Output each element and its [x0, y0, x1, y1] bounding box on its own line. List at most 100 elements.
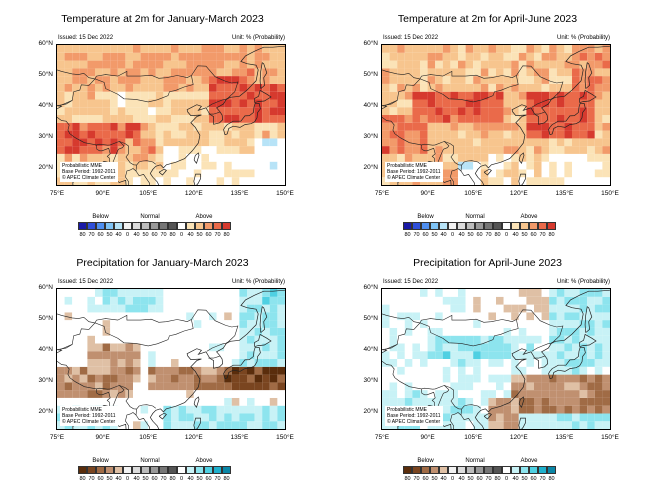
forecast-cell [64, 52, 73, 61]
legend-swatch [96, 466, 105, 474]
forecast-cell [254, 320, 263, 328]
forecast-cell [572, 320, 580, 328]
forecast-cell [87, 351, 95, 359]
forecast-cell [503, 296, 512, 305]
forecast-cell [518, 304, 527, 313]
forecast-cell [125, 76, 133, 84]
forecast-cell [201, 421, 209, 429]
forecast-cell [231, 138, 240, 147]
forecast-cell [602, 312, 610, 321]
forecast-cell [556, 52, 565, 61]
forecast-cell [201, 382, 209, 391]
forecast-cell [526, 296, 534, 305]
forecast-cell [496, 413, 504, 422]
forecast-cell [125, 83, 133, 92]
forecast-cell [224, 359, 232, 367]
forecast-cell [125, 413, 133, 422]
forecast-cell [239, 312, 247, 321]
forecast-cell [224, 374, 232, 383]
forecast-cell [511, 153, 519, 162]
forecast-cell [133, 382, 141, 391]
legend-swatch [421, 222, 430, 230]
forecast-cell [602, 130, 610, 139]
panel-temp-jfm: Temperature at 2m for January-March 2023… [0, 0, 325, 244]
forecast-cell [262, 68, 270, 77]
forecast-cell [224, 382, 232, 391]
legend-colorbar: Below 80 70 60 50 40 Normal 0 40 50 60 70 80 Above 0 40… [0, 458, 325, 488]
forecast-cell [57, 296, 65, 305]
legend-swatch [538, 466, 547, 474]
coastline [579, 333, 597, 347]
forecast-cell [110, 60, 118, 69]
forecast-cell [549, 421, 557, 429]
forecast-cell [117, 366, 126, 375]
legend-swatch [466, 222, 475, 230]
forecast-cell [125, 138, 133, 147]
forecast-cell [534, 390, 542, 398]
forecast-cell [496, 169, 504, 178]
unit-label: Unit: % (Probability) [556, 279, 610, 285]
forecast-cell [254, 374, 263, 383]
border-line [96, 144, 111, 166]
forecast-cell [72, 122, 80, 131]
forecast-cell [117, 107, 126, 115]
forecast-cell [541, 45, 550, 53]
forecast-cell [163, 343, 171, 352]
forecast-cell [556, 327, 565, 336]
forecast-cell [155, 76, 164, 84]
forecast-cell [465, 304, 474, 313]
forecast-cell [404, 374, 413, 383]
forecast-cell [587, 138, 595, 147]
forecast-cell [427, 146, 436, 154]
forecast-cell [549, 99, 557, 108]
forecast-cell [209, 296, 217, 305]
forecast-cell [382, 91, 390, 100]
forecast-cell [201, 390, 209, 398]
legend-swatch [213, 222, 222, 230]
forecast-cell [269, 421, 278, 429]
forecast-cell [133, 91, 141, 100]
forecast-cell [155, 130, 164, 139]
border-line [450, 409, 462, 429]
forecast-cell [594, 153, 603, 162]
forecast-cell [556, 397, 565, 406]
forecast-cell [458, 60, 466, 69]
forecast-cell [564, 169, 572, 178]
forecast-cell [247, 382, 255, 391]
forecast-cell [186, 296, 194, 305]
forecast-cell [102, 83, 111, 92]
forecast-cell [140, 390, 149, 398]
forecast-cell [79, 343, 88, 352]
forecast-cell [64, 122, 73, 131]
forecast-cell [458, 115, 466, 123]
legend-value: 0 [450, 476, 455, 482]
forecast-cell [579, 382, 588, 391]
forecast-cell [450, 289, 458, 297]
forecast-cell [277, 335, 285, 344]
forecast-cell [594, 397, 603, 406]
forecast-cell [564, 76, 572, 84]
forecast-cell [465, 374, 474, 383]
coastline [518, 173, 526, 185]
forecast-cell [602, 52, 610, 61]
forecast-cell [209, 374, 217, 383]
forecast-cell [186, 60, 194, 69]
forecast-cell [262, 320, 270, 328]
forecast-cell [480, 374, 489, 383]
forecast-cell [442, 83, 451, 92]
forecast-cell [556, 138, 565, 147]
forecast-cell [148, 304, 156, 313]
forecast-cell [209, 52, 217, 61]
legend-swatch [78, 466, 87, 474]
forecast-cell [148, 289, 156, 297]
forecast-cell [503, 320, 512, 328]
forecast-cell [87, 335, 95, 344]
forecast-cell [193, 115, 202, 123]
forecast-cell [95, 45, 103, 53]
legend-value: 40 [458, 232, 465, 238]
forecast-cell [117, 296, 126, 305]
forecast-cell [102, 312, 111, 321]
forecast-cell [518, 83, 527, 92]
forecast-cell [534, 68, 542, 77]
forecast-cell [382, 83, 390, 92]
